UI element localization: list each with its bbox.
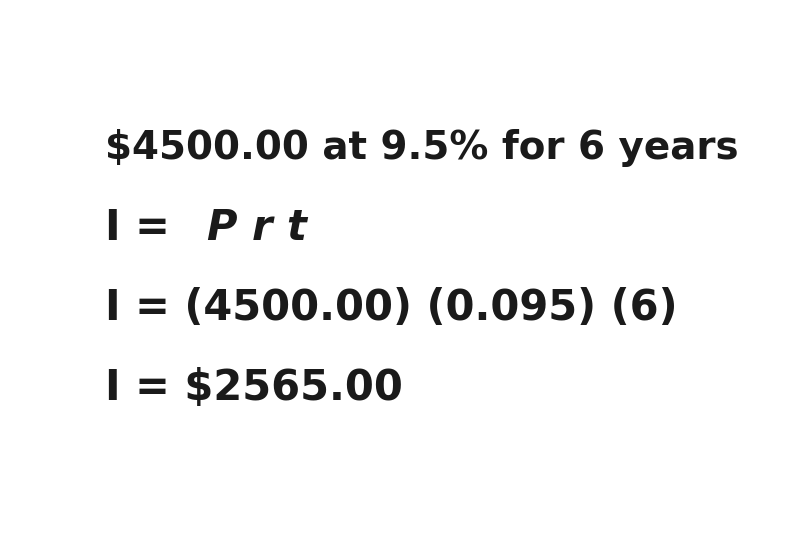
Text: I =: I =	[105, 207, 184, 249]
Text: I = $2565.00: I = $2565.00	[105, 367, 403, 409]
Text: $4500.00 at 9.5% for 6 years: $4500.00 at 9.5% for 6 years	[105, 129, 738, 167]
Text: P r t: P r t	[207, 207, 307, 249]
Text: I = (4500.00) (0.095) (6): I = (4500.00) (0.095) (6)	[105, 287, 678, 329]
